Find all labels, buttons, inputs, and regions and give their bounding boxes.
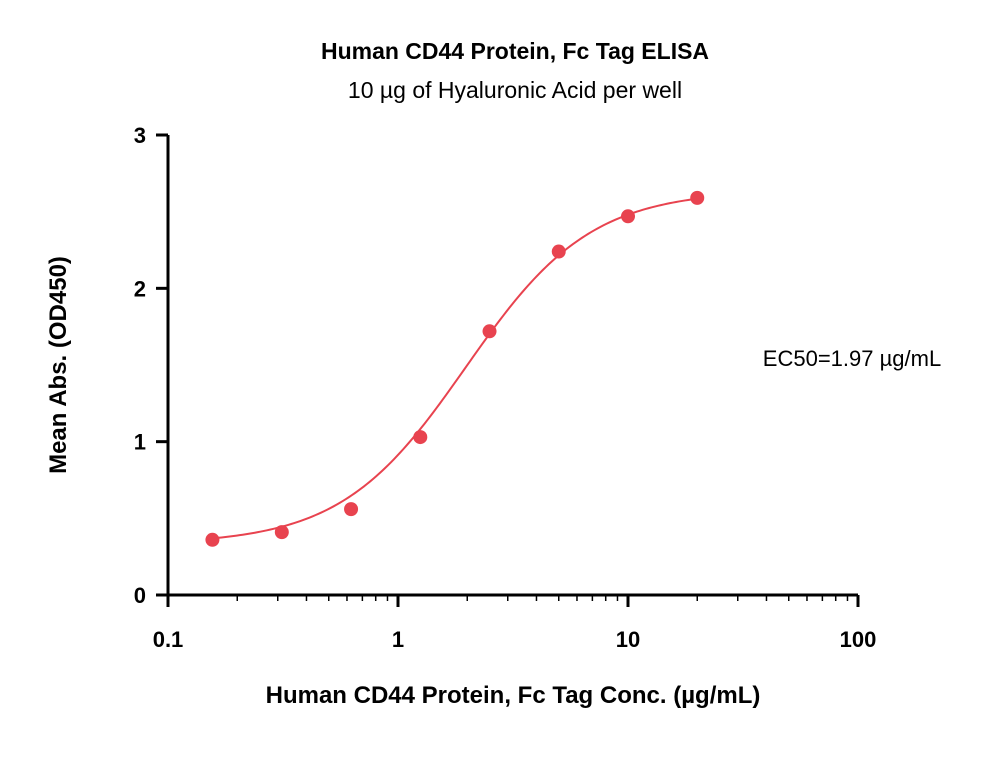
y-axis-label: Mean Abs. (OD450) (45, 256, 72, 474)
y-tick-label: 1 (134, 430, 146, 455)
data-point (344, 502, 359, 517)
data-point (621, 209, 635, 224)
data-point (274, 525, 289, 540)
data-point (413, 430, 428, 445)
data-points (205, 190, 705, 547)
y-tick-label: 3 (134, 123, 146, 148)
fit-curve-line (212, 197, 698, 540)
data-point (551, 244, 566, 259)
data-point (482, 324, 497, 339)
x-tick-label: 1 (392, 627, 404, 652)
y-axis-ticks: 0 1 2 3 (134, 123, 168, 608)
x-tick-label: 10 (616, 627, 640, 652)
data-point (690, 190, 705, 205)
data-point (205, 532, 220, 547)
y-tick-label: 2 (134, 276, 146, 301)
x-axis-ticks: 0.1 1 10 100 (153, 595, 877, 652)
ec50-annotation: EC50=1.97 µg/mL (763, 346, 941, 371)
x-tick-label: 0.1 (153, 627, 184, 652)
x-axis-label: Human CD44 Protein, Fc Tag Conc. (µg/mL) (266, 682, 761, 709)
y-tick-label: 0 (134, 583, 146, 608)
x-tick-label: 100 (840, 627, 877, 652)
chart-title: Human CD44 Protein, Fc Tag ELISA (321, 38, 709, 64)
chart-subtitle: 10 µg of Hyaluronic Acid per well (348, 77, 682, 103)
